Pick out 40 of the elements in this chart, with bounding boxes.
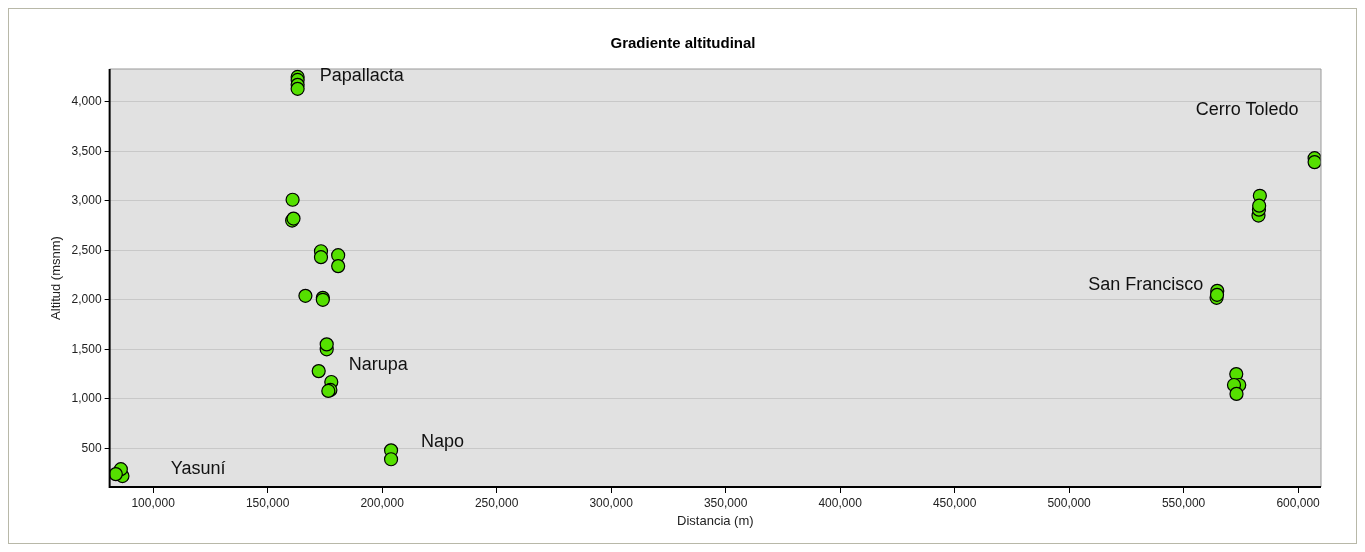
x-tick-label: 200,000 bbox=[360, 495, 405, 510]
point bbox=[1229, 386, 1244, 401]
x-tick-label: 250,000 bbox=[474, 495, 519, 510]
point bbox=[1252, 198, 1267, 213]
x-tick-label: 100,000 bbox=[131, 495, 176, 510]
x-tick-label: 600,000 bbox=[1276, 495, 1321, 510]
point bbox=[109, 467, 123, 482]
x-axis-title: Distancia (m) bbox=[677, 512, 754, 528]
x-tick-label: 300,000 bbox=[589, 495, 634, 510]
point bbox=[1307, 155, 1321, 170]
annotation: San Francisco bbox=[1088, 273, 1204, 294]
annotation: Napo bbox=[421, 431, 465, 452]
point bbox=[311, 364, 326, 379]
point bbox=[313, 250, 329, 265]
point bbox=[331, 259, 346, 274]
x-tick-label: 500,000 bbox=[1047, 495, 1092, 510]
annotation: Narupa bbox=[348, 354, 409, 375]
x-tick-label: 150,000 bbox=[245, 495, 290, 510]
y-tick-label: 3,000 bbox=[71, 193, 102, 208]
point bbox=[290, 81, 305, 96]
y-tick-label: 500 bbox=[81, 440, 102, 455]
point bbox=[285, 192, 300, 207]
point bbox=[319, 337, 334, 352]
y-tick-label: 2,500 bbox=[71, 242, 102, 257]
x-tick-label: 350,000 bbox=[703, 495, 748, 510]
point bbox=[383, 452, 399, 467]
y-tick-label: 3,500 bbox=[71, 143, 102, 158]
x-tick-label: 550,000 bbox=[1161, 495, 1206, 510]
y-tick-label: 1,000 bbox=[71, 391, 102, 406]
annotation: Cerro Toledo bbox=[1195, 99, 1299, 120]
x-tick-label: 400,000 bbox=[818, 495, 863, 510]
y-tick-label: 1,500 bbox=[71, 341, 102, 356]
y-axis-title: Altitud (msnm) bbox=[48, 236, 64, 320]
chart-title: Gradiente altitudinal bbox=[610, 34, 756, 52]
y-tick-label: 2,000 bbox=[71, 292, 102, 307]
annotation: Yasuní bbox=[170, 458, 226, 479]
x-tick-label: 450,000 bbox=[932, 495, 977, 510]
y-tick-label: 4,000 bbox=[71, 94, 102, 108]
annotation: Papallacta bbox=[319, 64, 405, 85]
point bbox=[298, 288, 313, 303]
